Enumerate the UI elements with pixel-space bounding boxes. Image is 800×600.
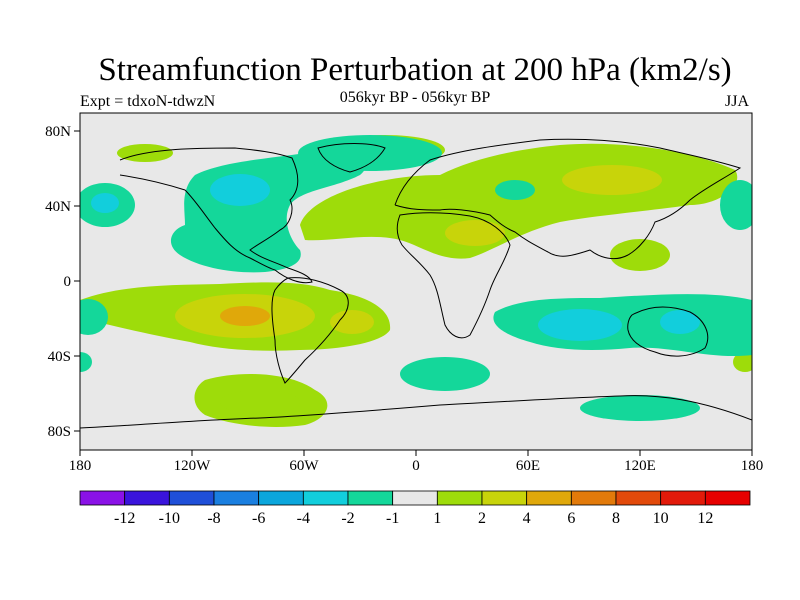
fill-caspian-neg [495,180,535,200]
coastlines [80,138,752,429]
fill-australia-cyan [660,310,700,334]
lon-tick-label: 120E [624,458,656,474]
map-subtitle: 056kyr BP - 056kyr BP [339,89,491,106]
colorbar-label: -1 [386,510,399,527]
colorbar-label: 12 [697,510,713,527]
lat-axis [74,130,80,432]
colorbar-swatch [392,490,438,506]
colorbar-label: 4 [523,510,531,527]
fill-atlantic-core [330,310,374,334]
coast-australia [627,306,709,357]
colorbar-label: -8 [207,510,220,527]
fill-east-pacific-pos [733,352,752,372]
fill-pacific-core2 [220,306,270,326]
colorbar-swatch [168,490,215,506]
lon-tick-label: 180 [741,458,764,474]
colorbar-swatch [124,490,170,506]
fill-dateline-south-neg [80,352,92,372]
colorbar-label: -10 [159,510,180,527]
colorbar-swatch [79,490,126,506]
colorbar-label: 1 [433,510,441,527]
colorbar-swatch [258,490,304,506]
coast-africa [396,212,511,339]
fill-south-pacific-west-neg [80,299,108,335]
negative-anomaly-fills [80,135,752,421]
colorbar-label: -4 [297,510,310,527]
coast-south-america [271,277,349,384]
lon-tick-label: 60E [516,458,540,474]
fill-canada-cyan [210,174,270,206]
colorbar-swatch [570,490,617,506]
strong-positive-fills [175,165,662,338]
colorbar-labels: -12 -10 -8 -6 -4 -2 -1 1 2 4 6 8 10 12 [114,510,713,527]
fill-se-pacific-ring [220,390,300,414]
fill-west-pacific-cyan [91,193,119,213]
fill-indonesia-pos [610,239,670,271]
season-label: JJA [725,93,750,110]
fill-med-core [445,220,505,246]
fill-nw-pacific-neg [720,180,752,230]
colorbar-swatch [302,490,349,506]
colorbar-swatch [436,490,483,506]
lat-tick-label: 0 [64,274,72,290]
experiment-label: Expt = tdxoN-tdwzN [80,93,216,110]
lon-tick-label: 0 [412,458,420,474]
colorbar-swatch [481,490,528,506]
lon-axis [79,450,753,456]
coast-antarctica [80,395,752,429]
lon-tick-label: 60W [289,458,319,474]
colorbar-label: -12 [114,510,135,527]
lon-tick-label: 180 [69,458,92,474]
colorbar-swatch [704,490,751,506]
colorbar-swatch [213,490,260,506]
colorbar-swatch [615,490,662,506]
fill-arctic-neg [298,135,442,171]
colorbar [79,490,751,506]
colorbar-label: -2 [341,510,354,527]
colorbar-swatch [526,490,572,506]
fill-south-atlantic-neg [400,357,490,391]
fill-antarctic-neg [580,395,700,421]
colorbar-label: 6 [567,510,575,527]
lat-tick-label: 40S [48,349,71,365]
colorbar-swatch [660,490,706,506]
colorbar-swatch [347,490,394,506]
lat-tick-label: 80S [48,424,71,440]
fill-asia-core [562,165,662,195]
colorbar-label: 2 [478,510,486,527]
map-title: Streamfunction Perturbation at 200 hPa (… [98,52,732,88]
lon-tick-label: 120W [174,458,212,474]
map-panel [80,113,752,450]
colorbar-label: 8 [612,510,620,527]
colorbar-label: 10 [653,510,669,527]
lat-tick-label: 80N [45,124,71,140]
coast-europe-asia [394,138,742,260]
coast-greenland [317,143,386,173]
lat-tick-label: 40N [45,199,71,215]
coast-north-america [119,147,313,284]
fill-indian-ocean-neg [493,294,752,357]
colorbar-label: -6 [252,510,265,527]
fill-indian-cyan [538,309,622,341]
